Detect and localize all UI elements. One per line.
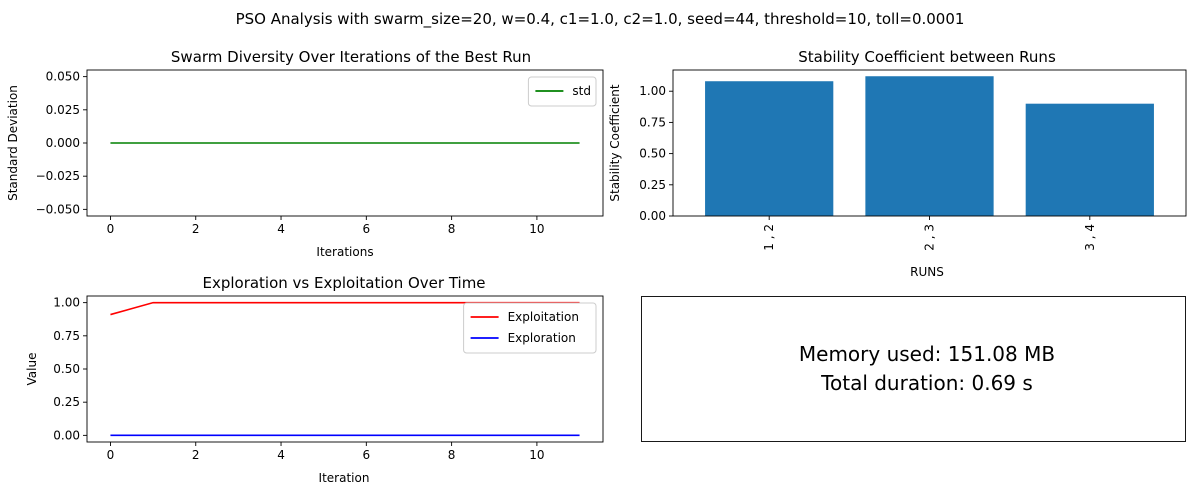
stability-bar-2: [1025, 103, 1154, 216]
memory-used-text: Memory used: 151.08 MB: [799, 342, 1055, 366]
exploration-legend: Exploitation Exploration: [463, 302, 597, 354]
swarm-diversity-ytick-label-3: 0.025: [46, 103, 80, 117]
stability-category-label-0: 1 , 2: [762, 224, 776, 251]
swarm-diversity-title: Swarm Diversity Over Iterations of the B…: [171, 48, 531, 66]
exploration-ytick-label-0: 0.00: [53, 428, 80, 442]
swarm-diversity-ylabel: Standard Deviation: [6, 85, 20, 201]
swarm-diversity-ytick-label-4: 0.050: [46, 70, 80, 84]
exploration-xlabel: Iteration: [319, 471, 370, 485]
swarm-diversity-xlabel: Iterations: [316, 245, 373, 259]
exploration-exploitation-chart: Exploration vs Exploitation Over Time It…: [25, 274, 604, 485]
exploration-ylabel: Value: [25, 353, 39, 386]
exploration-title: Exploration vs Exploitation Over Time: [202, 274, 485, 292]
stability-ylabel: Stability Coefficient: [608, 84, 622, 202]
stability-ytick-label-3: 0.75: [639, 115, 666, 129]
exploration-ytick-label-3: 0.75: [53, 329, 80, 343]
swarm-diversity-xtick-label-2: 4: [277, 222, 285, 236]
exploration-legend-box: [463, 302, 597, 354]
swarm-diversity-xtick-label-4: 8: [448, 222, 456, 236]
figure-suptitle: PSO Analysis with swarm_size=20, w=0.4, …: [236, 10, 965, 29]
stability-category-label-1: 2 , 3: [923, 224, 937, 251]
swarm-diversity-legend-label-0: std: [572, 84, 591, 98]
stability-ytick-label-4: 1.00: [639, 84, 666, 98]
swarm-diversity-xtick-label-1: 2: [192, 222, 200, 236]
swarm-diversity-ytick-label-2: 0.000: [46, 136, 80, 150]
swarm-diversity-xtick-label-3: 6: [363, 222, 371, 236]
exploration-xtick-label-4: 8: [448, 448, 456, 462]
stability-xlabel: RUNS: [910, 265, 944, 279]
stability-ytick-label-0: 0.00: [639, 209, 666, 223]
exploration-xtick-label-1: 2: [192, 448, 200, 462]
exploration-ytick-label-1: 0.25: [53, 395, 80, 409]
run-info-frame: [641, 296, 1186, 442]
stability-ytick-label-1: 0.25: [639, 178, 666, 192]
swarm-diversity-ytick-label-0: −0.050: [36, 202, 80, 216]
swarm-diversity-xtick-label-5: 10: [529, 222, 544, 236]
exploration-xtick-label-5: 10: [529, 448, 544, 462]
total-duration-text: Total duration: 0.69 s: [820, 371, 1033, 395]
run-info-panel: Memory used: 151.08 MB Total duration: 0…: [641, 296, 1186, 442]
exploration-xtick-label-0: 0: [107, 448, 115, 462]
swarm-diversity-legend: std: [527, 76, 597, 107]
exploration-ytick-label-4: 1.00: [53, 296, 80, 310]
exploration-xtick-label-3: 6: [363, 448, 371, 462]
stability-category-label-2: 3 , 4: [1083, 224, 1097, 251]
stability-bar-0: [705, 81, 834, 216]
swarm-diversity-ytick-label-1: −0.025: [36, 169, 80, 183]
stability-bar-1: [865, 76, 994, 216]
stability-title: Stability Coefficient between Runs: [798, 48, 1056, 66]
exploration-ytick-label-2: 0.50: [53, 362, 80, 376]
swarm-diversity-xtick-label-0: 0: [107, 222, 115, 236]
stability-ytick-label-2: 0.50: [639, 147, 666, 161]
exploration-legend-label-1: Exploration: [508, 331, 576, 345]
exploration-legend-label-0: Exploitation: [508, 310, 579, 324]
stability-coefficient-chart: Stability Coefficient between Runs RUNS …: [608, 48, 1187, 279]
swarm-diversity-chart: Swarm Diversity Over Iterations of the B…: [6, 48, 604, 259]
exploration-xtick-label-2: 4: [277, 448, 285, 462]
